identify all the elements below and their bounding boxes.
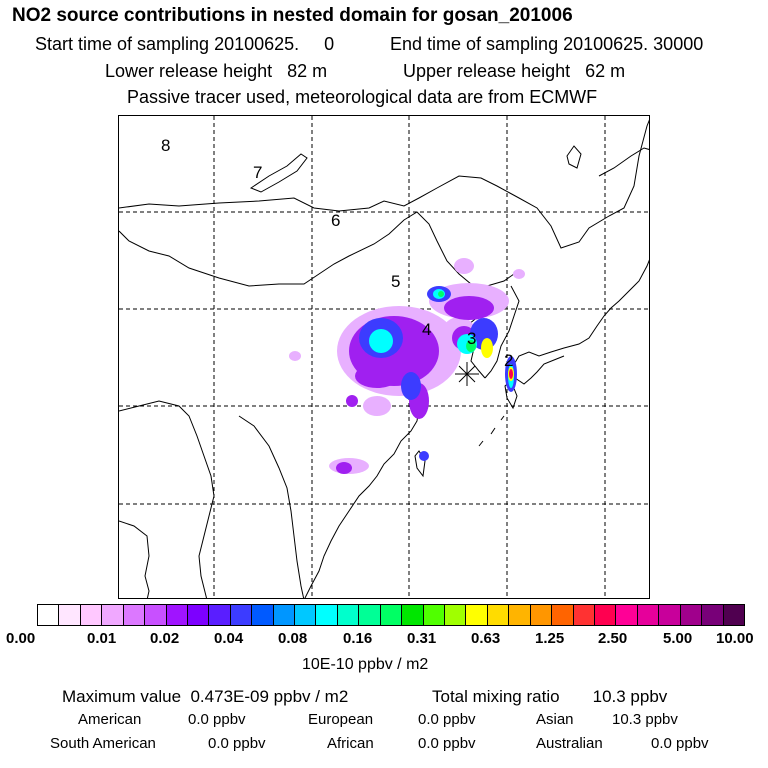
colorbar-segment xyxy=(187,605,210,625)
colorbar-segment xyxy=(102,605,124,625)
colorbar-tick: 0.01 xyxy=(87,630,117,647)
lower-release-height: Lower release height 82 m xyxy=(105,61,328,81)
colorbar-segment xyxy=(123,605,146,625)
total-mixing-ratio: Total mixing ratio 10.3 ppbv xyxy=(432,687,668,706)
colorbar-tick: 0.08 xyxy=(278,630,308,647)
colorbar-segment xyxy=(659,605,681,625)
colorbar-segment xyxy=(552,605,574,625)
region-label-asian: Asian xyxy=(536,711,574,728)
colorbar-segment xyxy=(166,605,188,625)
colorbar-segment xyxy=(423,605,446,625)
region-label-australian: Australian xyxy=(536,735,603,752)
max-value: Maximum value 0.473E-09 ppbv / m2 xyxy=(62,687,349,706)
colorbar-segment xyxy=(295,605,317,625)
colorbar-tick: 0.00 xyxy=(6,630,36,647)
plot-title: NO2 source contributions in nested domai… xyxy=(12,5,573,26)
colorbar-tick: 10.00 xyxy=(716,630,754,647)
colorbar-segment xyxy=(380,605,403,625)
region-label-european: European xyxy=(308,711,374,728)
colorbar-segment xyxy=(145,605,167,625)
colorbar-segment xyxy=(637,605,660,625)
colorbar-segment xyxy=(402,605,424,625)
colorbar-segment xyxy=(273,605,296,625)
colorbar-segment xyxy=(337,605,360,625)
colorbar-tick: 1.25 xyxy=(535,630,565,647)
colorbar-tick: 0.31 xyxy=(407,630,437,647)
region-value-african: 0.0 ppbv xyxy=(418,735,476,752)
region-label-african: African xyxy=(327,735,374,752)
colorbar-segment xyxy=(38,605,60,625)
colorbar-segment xyxy=(59,605,81,625)
region-value-australian: 0.0 ppbv xyxy=(651,735,709,752)
tracer-note: Passive tracer used, meteorological data… xyxy=(127,87,598,107)
colorbar-segment xyxy=(702,605,724,625)
colorbar-segment xyxy=(616,605,638,625)
colorbar-segment xyxy=(594,605,617,625)
map-label-3: 3 xyxy=(467,329,476,348)
receptor-marker-icon xyxy=(455,362,479,386)
colorbar-segment xyxy=(316,605,338,625)
region-label-south-american: South American xyxy=(50,735,156,752)
tracer-plumes xyxy=(289,258,525,474)
colorbar-tick: 0.04 xyxy=(214,630,244,647)
region-value-american: 0.0 ppbv xyxy=(188,711,246,728)
colorbar-segment xyxy=(209,605,231,625)
colorbar-segment xyxy=(487,605,510,625)
colorbar xyxy=(37,604,745,626)
colorbar-segment xyxy=(230,605,253,625)
colorbar-segment xyxy=(530,605,553,625)
colorbar-tick: 2.50 xyxy=(598,630,628,647)
sampling-start: Start time of sampling 20100625. 0 xyxy=(35,34,335,54)
map-canvas: 8 7 6 5 4 3 2 xyxy=(119,116,649,598)
region-value-asian: 10.3 ppbv xyxy=(612,711,678,728)
colorbar-tick: 0.02 xyxy=(150,630,180,647)
colorbar-segment xyxy=(445,605,467,625)
upper-release-height: Upper release height 62 m xyxy=(403,61,626,81)
sampling-end: End time of sampling 20100625. 30000 xyxy=(390,34,704,54)
colorbar-segment xyxy=(680,605,703,625)
colorbar-segment xyxy=(723,605,744,625)
colorbar-segment xyxy=(573,605,595,625)
region-value-south-american: 0.0 ppbv xyxy=(208,735,266,752)
map-label-8: 8 xyxy=(161,136,170,155)
map-label-5: 5 xyxy=(391,272,400,291)
region-label-american: American xyxy=(78,711,142,728)
colorbar-segment xyxy=(80,605,103,625)
colorbar-segment xyxy=(509,605,531,625)
colorbar-tick: 0.63 xyxy=(471,630,501,647)
colorbar-segment xyxy=(359,605,381,625)
map-label-6: 6 xyxy=(331,211,340,230)
map-panel: 8 7 6 5 4 3 2 xyxy=(118,115,650,599)
colorbar-tick: 5.00 xyxy=(663,630,693,647)
colorbar-segment xyxy=(252,605,274,625)
map-label-4: 4 xyxy=(422,320,431,339)
colorbar-unit: 10E-10 ppbv / m2 xyxy=(302,656,429,673)
map-label-2: 2 xyxy=(504,351,513,370)
map-label-7: 7 xyxy=(253,163,262,182)
colorbar-tick: 0.16 xyxy=(343,630,373,647)
colorbar-segment xyxy=(466,605,488,625)
region-value-european: 0.0 ppbv xyxy=(418,711,476,728)
